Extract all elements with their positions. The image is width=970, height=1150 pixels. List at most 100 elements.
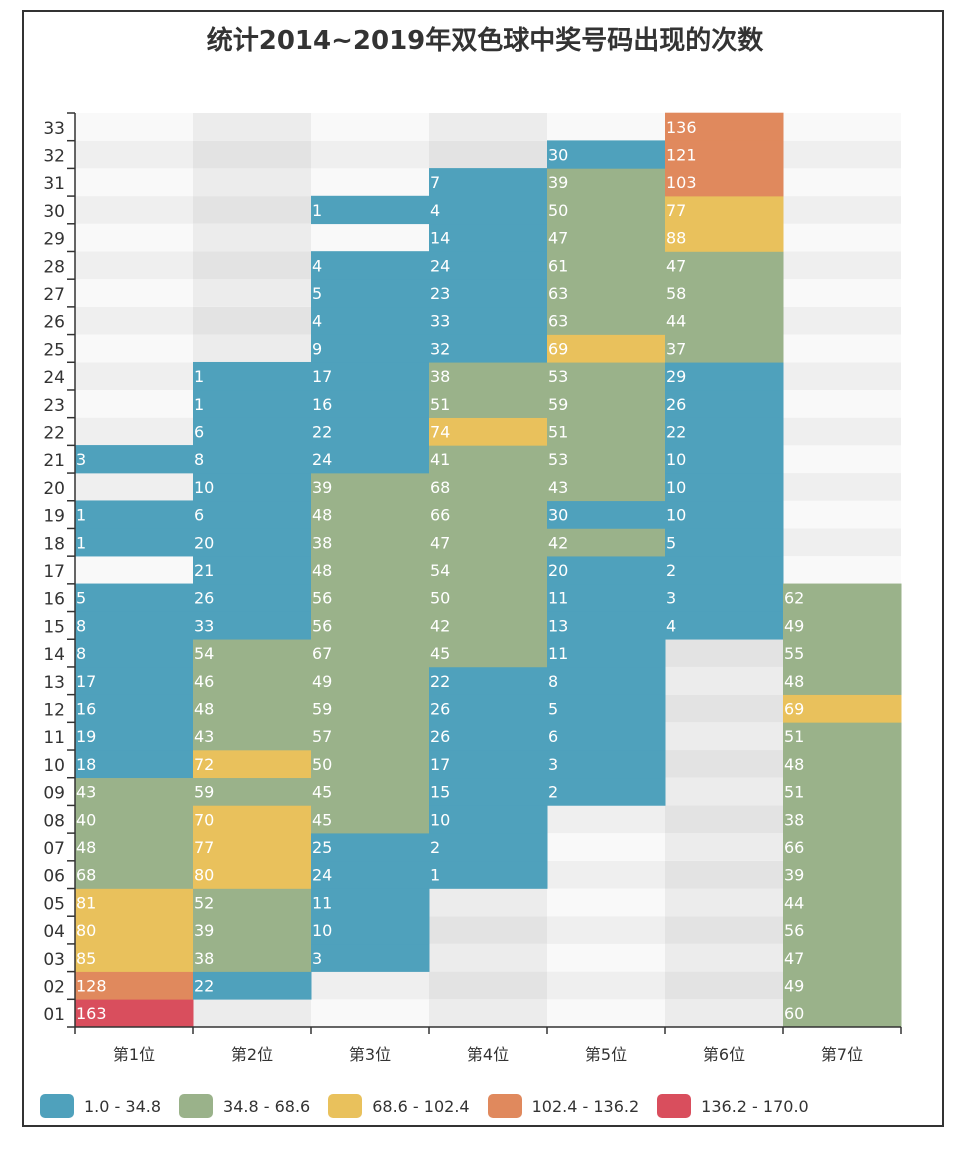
heatmap-cell[interactable] — [429, 251, 548, 280]
heatmap-cell[interactable] — [193, 832, 312, 862]
heatmap-cell[interactable] — [429, 555, 548, 585]
heatmap-cell[interactable] — [783, 971, 902, 1000]
heatmap-cell[interactable] — [193, 389, 312, 418]
legend-item[interactable]: 1.0 - 34.8 — [40, 1094, 161, 1118]
heatmap-cell[interactable] — [311, 555, 430, 585]
heatmap-cell[interactable] — [547, 417, 666, 446]
heatmap-cell[interactable] — [311, 777, 430, 806]
heatmap-cell[interactable] — [75, 749, 194, 779]
heatmap-cell[interactable] — [193, 860, 312, 889]
heatmap-cell[interactable] — [547, 361, 666, 391]
heatmap-cell[interactable] — [429, 168, 548, 197]
heatmap-cell[interactable] — [665, 195, 784, 225]
heatmap-cell[interactable] — [547, 389, 666, 418]
heatmap-cell[interactable] — [429, 334, 548, 363]
heatmap-cell[interactable] — [547, 666, 666, 695]
heatmap-cell[interactable] — [193, 749, 312, 779]
heatmap-cell[interactable] — [429, 389, 548, 418]
heatmap-cell[interactable] — [429, 361, 548, 391]
heatmap-cell[interactable] — [311, 694, 430, 723]
heatmap-cell[interactable] — [75, 915, 194, 945]
heatmap-cell[interactable] — [311, 888, 430, 917]
heatmap-cell[interactable] — [429, 306, 548, 335]
heatmap-cell[interactable] — [193, 638, 312, 668]
heatmap-cell[interactable] — [193, 694, 312, 723]
legend-item[interactable]: 34.8 - 68.6 — [179, 1094, 310, 1118]
heatmap-cell[interactable] — [547, 168, 666, 197]
heatmap-cell[interactable] — [547, 749, 666, 779]
heatmap-cell[interactable] — [547, 445, 666, 474]
heatmap-cell[interactable] — [429, 611, 548, 640]
heatmap-cell[interactable] — [75, 832, 194, 862]
heatmap-cell[interactable] — [75, 860, 194, 889]
heatmap-cell[interactable] — [547, 500, 666, 529]
heatmap-cell[interactable] — [547, 694, 666, 723]
heatmap-cell[interactable] — [547, 334, 666, 363]
heatmap-cell[interactable] — [665, 417, 784, 446]
heatmap-cell[interactable] — [547, 722, 666, 751]
heatmap-cell[interactable] — [665, 445, 784, 474]
heatmap-cell[interactable] — [311, 195, 430, 225]
heatmap-cell[interactable] — [75, 638, 194, 668]
heatmap-cell[interactable] — [311, 334, 430, 363]
heatmap-cell[interactable] — [193, 722, 312, 751]
heatmap-cell[interactable] — [193, 417, 312, 446]
heatmap-cell[interactable] — [311, 943, 430, 972]
heatmap-cell[interactable] — [429, 638, 548, 668]
heatmap-cell[interactable] — [193, 805, 312, 834]
heatmap-cell[interactable] — [75, 445, 194, 474]
heatmap-cell[interactable] — [429, 777, 548, 806]
heatmap-cell[interactable] — [193, 500, 312, 529]
heatmap-cell[interactable] — [75, 583, 194, 612]
heatmap-cell[interactable] — [311, 361, 430, 391]
heatmap-cell[interactable] — [665, 361, 784, 391]
heatmap-cell[interactable] — [783, 611, 902, 640]
heatmap-cell[interactable] — [665, 334, 784, 363]
heatmap-cell[interactable] — [429, 666, 548, 695]
heatmap-cell[interactable] — [665, 611, 784, 640]
heatmap-cell[interactable] — [193, 915, 312, 945]
heatmap-cell[interactable] — [547, 777, 666, 806]
heatmap-cell[interactable] — [547, 472, 666, 502]
heatmap-cell[interactable] — [665, 555, 784, 585]
heatmap-cell[interactable] — [311, 251, 430, 280]
heatmap-cell[interactable] — [429, 694, 548, 723]
heatmap-cell[interactable] — [665, 223, 784, 252]
legend-item[interactable]: 68.6 - 102.4 — [328, 1094, 470, 1118]
heatmap-cell[interactable] — [75, 666, 194, 695]
heatmap-cell[interactable] — [429, 722, 548, 751]
heatmap-cell[interactable] — [429, 860, 548, 889]
heatmap-cell[interactable] — [429, 445, 548, 474]
heatmap-cell[interactable] — [783, 722, 902, 751]
heatmap-cell[interactable] — [665, 500, 784, 529]
heatmap-cell[interactable] — [193, 528, 312, 557]
heatmap-cell[interactable] — [311, 278, 430, 308]
heatmap-cell[interactable] — [665, 306, 784, 335]
heatmap-cell[interactable] — [547, 555, 666, 585]
heatmap-cell[interactable] — [193, 888, 312, 917]
heatmap-cell[interactable] — [783, 638, 902, 668]
heatmap-cell[interactable] — [665, 528, 784, 557]
heatmap-cell[interactable] — [193, 361, 312, 391]
heatmap-cell[interactable] — [311, 472, 430, 502]
heatmap-cell[interactable] — [75, 611, 194, 640]
heatmap-cell[interactable] — [665, 389, 784, 418]
heatmap-cell[interactable] — [429, 278, 548, 308]
heatmap-cell[interactable] — [783, 777, 902, 806]
heatmap-cell[interactable] — [783, 805, 902, 834]
heatmap-cell[interactable] — [547, 278, 666, 308]
heatmap-cell[interactable] — [429, 417, 548, 446]
heatmap-cell[interactable] — [783, 832, 902, 862]
heatmap-cell[interactable] — [75, 722, 194, 751]
heatmap-cell[interactable] — [193, 611, 312, 640]
heatmap-cell[interactable] — [783, 583, 902, 612]
heatmap-cell[interactable] — [547, 251, 666, 280]
heatmap-cell[interactable] — [193, 971, 312, 1000]
heatmap-cell[interactable] — [783, 666, 902, 695]
heatmap-cell[interactable] — [193, 555, 312, 585]
heatmap-cell[interactable] — [311, 915, 430, 945]
legend-item[interactable]: 102.4 - 136.2 — [487, 1094, 639, 1118]
heatmap-cell[interactable] — [75, 805, 194, 834]
heatmap-cell[interactable] — [193, 472, 312, 502]
heatmap-cell[interactable] — [547, 306, 666, 335]
